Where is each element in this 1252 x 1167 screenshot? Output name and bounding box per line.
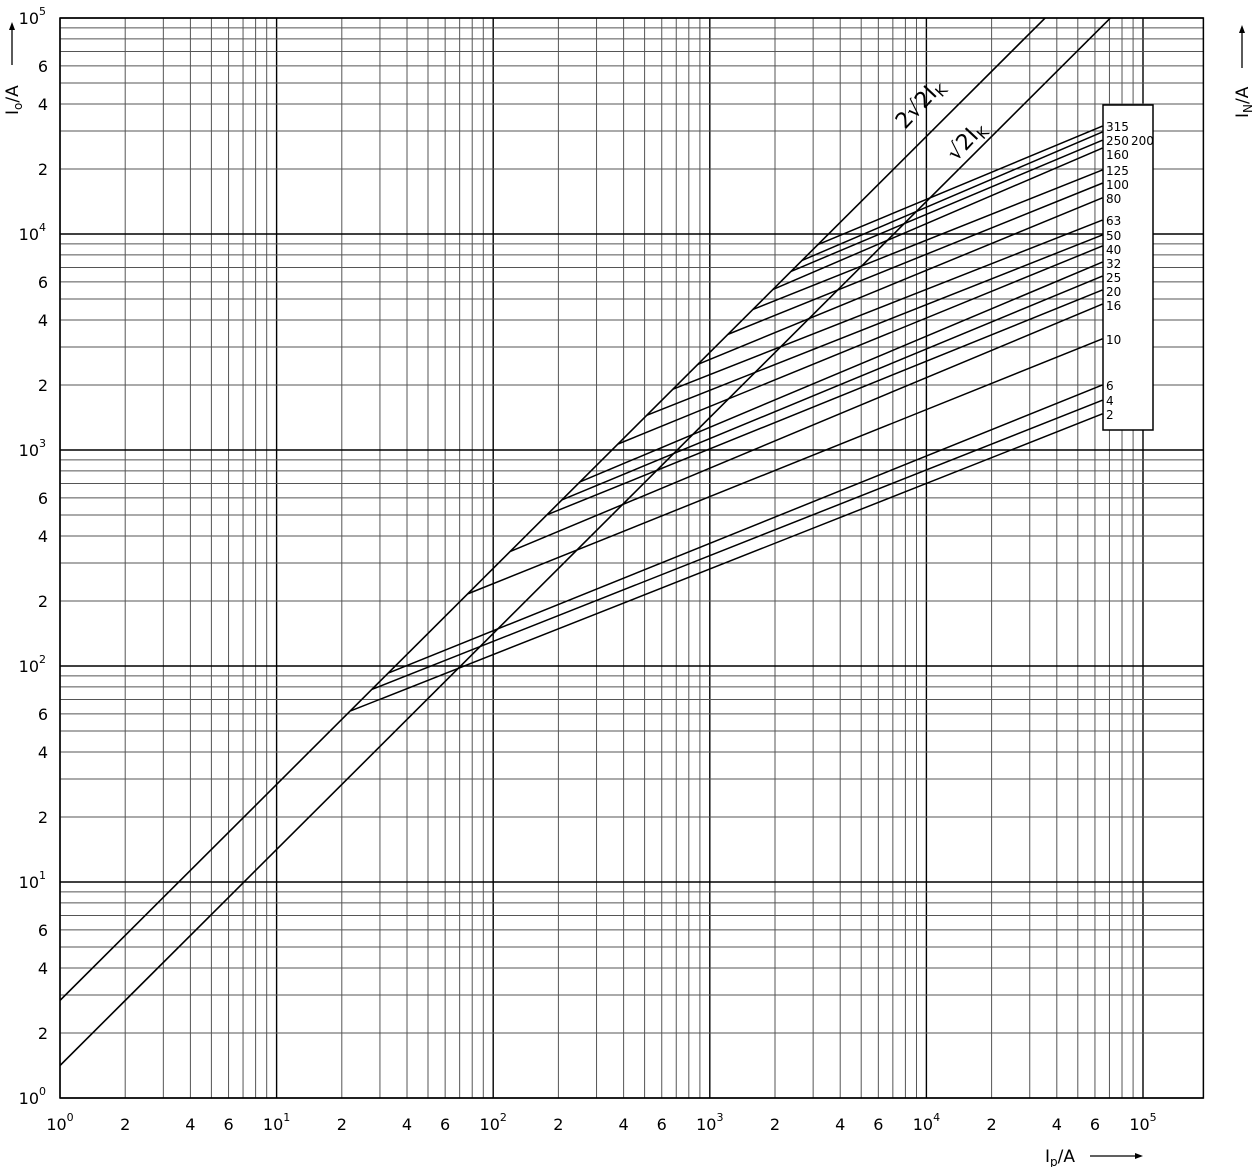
x-tick-label: 102 (480, 1111, 507, 1134)
fuse-curve-32 (579, 261, 1103, 483)
series-label-200: 200 (1131, 134, 1154, 148)
y-tick-label: 6 (38, 921, 48, 940)
x-tick-label: 103 (696, 1111, 723, 1134)
series-label-250: 250 (1106, 134, 1129, 148)
x-tick-label: 2 (553, 1115, 563, 1134)
y-tick-label: 6 (38, 273, 48, 292)
y-tick-label: 2 (38, 376, 48, 395)
series-label-2: 2 (1106, 408, 1114, 422)
series-label-160: 160 (1106, 148, 1129, 162)
y-tick-label: 4 (38, 95, 48, 114)
x-tick-label: 104 (913, 1111, 940, 1134)
fuse-curve-200 (790, 139, 1103, 273)
y-tick-label: 4 (38, 743, 48, 762)
y-tick-label: 4 (38, 527, 48, 546)
series-label-40: 40 (1106, 243, 1121, 257)
series-label-16: 16 (1106, 299, 1121, 313)
fuse-curve-250 (801, 131, 1103, 262)
fuse-curve-80 (697, 197, 1103, 365)
series-label-20: 20 (1106, 285, 1121, 299)
series-label-50: 50 (1106, 229, 1121, 243)
svg-text:Io/A: Io/A (3, 85, 25, 115)
x-tick-label: 6 (873, 1115, 883, 1134)
y-tick-label: 2 (38, 160, 48, 179)
x-tick-label: 2 (770, 1115, 780, 1134)
fuse-curve-16 (510, 303, 1103, 553)
y2-axis-label: IN/A (1233, 25, 1252, 118)
x-tick-label: 105 (1129, 1111, 1156, 1134)
series-label-32: 32 (1106, 257, 1121, 271)
x-tick-label: 101 (263, 1111, 290, 1134)
series-label-125: 125 (1106, 164, 1129, 178)
y-tick-label: 105 (19, 5, 46, 28)
y-axis-arrowhead-icon (9, 22, 15, 30)
x-tick-label: 4 (835, 1115, 845, 1134)
fuse-curve-4 (371, 399, 1103, 691)
y-tick-label: 102 (19, 653, 46, 676)
y-tick-label: 6 (38, 489, 48, 508)
fuse-curve-63 (672, 219, 1103, 390)
y-tick-label: 101 (19, 869, 46, 892)
fuse-curves (350, 125, 1103, 712)
x-tick-label: 4 (402, 1115, 412, 1134)
plot-frame (59, 17, 1205, 1099)
y-tick-label: 6 (38, 705, 48, 724)
fuse-curve-125 (752, 169, 1103, 311)
x-tick-label: 2 (987, 1115, 997, 1134)
fuse-curve-20 (546, 289, 1103, 516)
rating-label-box (1102, 104, 1154, 431)
y-axis-label: Io/A (3, 22, 25, 115)
series-label-4: 4 (1106, 394, 1114, 408)
x-tick-label: 6 (223, 1115, 233, 1134)
y-tick-label: 100 (19, 1085, 46, 1108)
svg-text:IN/A: IN/A (1233, 86, 1252, 118)
x-tick-label: 4 (185, 1115, 195, 1134)
y-tick-label: 6 (38, 57, 48, 76)
y-tick-label: 2 (38, 1024, 48, 1043)
y-tick-label: 2 (38, 592, 48, 611)
y-tick-label: 2 (38, 808, 48, 827)
reference-lines (60, 18, 1112, 1067)
x-tick-label: 2 (337, 1115, 347, 1134)
reference-line (60, 18, 1047, 1001)
series-label-10: 10 (1106, 333, 1121, 347)
x-tick-labels: 100 2 4 6 101 2 4 6 102 2 4 6 103 2 4 6 104 2 4 6 105 (46, 1111, 1156, 1134)
fuse-curve-10 (467, 338, 1103, 595)
x-axis-label: Ip/A (1045, 1147, 1143, 1167)
fuse-curve-100 (727, 182, 1103, 336)
x-axis-arrowhead-icon (1135, 1153, 1143, 1159)
fuse-curve-6 (388, 384, 1103, 674)
series-label-63: 63 (1106, 214, 1121, 228)
x-tick-label: 4 (1052, 1115, 1062, 1134)
y-tick-label: 4 (38, 959, 48, 978)
x-tick-label: 6 (657, 1115, 667, 1134)
y2-axis-arrowhead-icon (1239, 25, 1245, 33)
x-tick-label: 6 (1090, 1115, 1100, 1134)
series-label-315: 315 (1106, 120, 1129, 134)
fuse-curve-50 (646, 234, 1103, 416)
y-tick-labels: 100 2 4 6 101 2 4 6 102 2 4 6 103 2 4 6 104 2 4 6 105 (19, 5, 48, 1108)
svg-text:Ip/A: Ip/A (1045, 1147, 1075, 1167)
x-tick-label: 100 (46, 1111, 73, 1134)
fuse-curve-315 (817, 125, 1103, 246)
series-label-6: 6 (1106, 379, 1114, 393)
series-label-100: 100 (1106, 178, 1129, 192)
reference-line (60, 18, 1112, 1067)
y-tick-label: 4 (38, 311, 48, 330)
series-label-80: 80 (1106, 192, 1121, 206)
x-tick-label: 4 (619, 1115, 629, 1134)
y-tick-label: 104 (19, 221, 46, 244)
fuse-curve-25 (561, 275, 1103, 501)
fuse-curve-160 (772, 147, 1103, 291)
grid (59, 17, 1204, 1099)
x-tick-label: 2 (120, 1115, 130, 1134)
series-label-25: 25 (1106, 271, 1121, 285)
fuse-curve-40 (617, 245, 1103, 445)
x-tick-label: 6 (440, 1115, 450, 1134)
y-tick-label: 103 (19, 437, 46, 460)
fuse-curve-2 (350, 413, 1103, 712)
